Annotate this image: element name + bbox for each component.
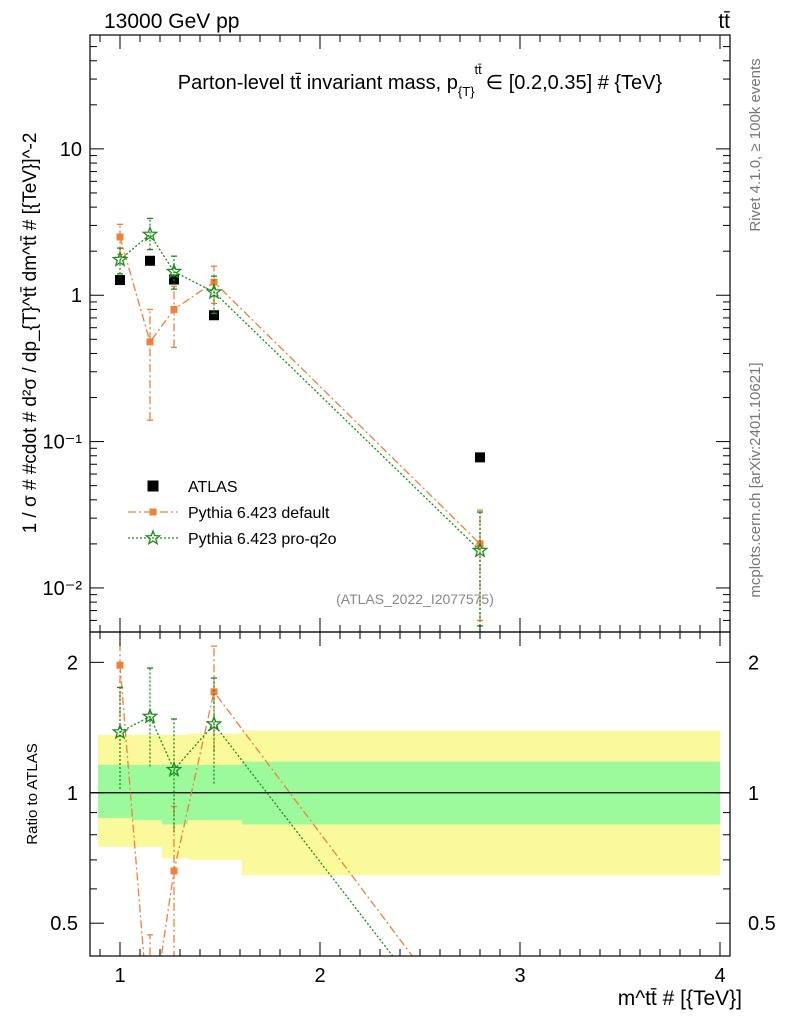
- legend-label-0: ATLAS: [188, 479, 238, 496]
- ratio-stat-band: [98, 764, 132, 818]
- main-y-tick-label: 10: [60, 139, 82, 161]
- main-point-0: [145, 255, 155, 266]
- ratio-point-1: [141, 707, 159, 724]
- header-process-label: tt̄: [718, 10, 730, 33]
- main-title: Parton-level tt̄ invariant mass, p{T}tt̄…: [178, 62, 663, 99]
- legend: ATLAS Pythia 6.423 default Pythia 6.423 pr…: [128, 479, 337, 548]
- ratio-panel: 1 2 3 4 0.5 0.5 1 1 2 2 Ratio to ATLAS m^tt̄ # [{…: [24, 631, 776, 1010]
- ratio-y-tick-label: 1: [67, 783, 78, 805]
- x-axis-label: m^tt̄ # [{TeV}]: [618, 987, 742, 1010]
- main-point-1: [146, 338, 154, 346]
- main-y-tick-label: 10⁻¹: [43, 432, 83, 454]
- main-point-0: [115, 275, 125, 286]
- ratio-y-tick-label-right: 0.5: [748, 913, 776, 935]
- main-panel: 10⁻² 10⁻¹ 1 10 Parton-level tt̄ invariant m…: [20, 34, 731, 633]
- ratio-stat-band: [162, 764, 188, 825]
- mcplots-label: mcplots.cern.ch [arXiv:2401.10621]: [747, 362, 764, 597]
- legend-marker-0: [147, 480, 159, 492]
- main-y-tick-label: 10⁻²: [43, 578, 83, 600]
- ratio-point-1: [165, 760, 183, 777]
- main-point-1: [116, 233, 124, 241]
- ratio-x-tick-label: 4: [714, 965, 725, 987]
- ratio-point-0: [170, 867, 178, 875]
- ratio-y-tick-label: 0.5: [50, 913, 78, 935]
- ratio-frame: [89, 631, 731, 957]
- main-y-axis-label: 1 / σ # #cdot # d²σ / dp_{T}^tt̄ dm^tt̄ …: [20, 133, 41, 534]
- legend-marker-1: [149, 508, 157, 516]
- main-point-2: [205, 283, 223, 300]
- ratio-point-1: [205, 715, 223, 732]
- ratio-y-axis-label: Ratio to ATLAS: [24, 743, 41, 844]
- ratio-y-tick-label-right: 2: [748, 652, 759, 674]
- main-point-0: [475, 452, 485, 463]
- legend-label-2: Pythia 6.423 pro-q2o: [188, 531, 337, 548]
- main-point-1: [210, 278, 218, 286]
- legend-label-1: Pythia 6.423 default: [188, 505, 330, 522]
- main-point-2: [471, 541, 489, 558]
- rivet-version-label: Rivet 4.1.0, ≥ 100k events: [747, 58, 764, 231]
- ratio-x-tick-label: 3: [514, 965, 525, 987]
- main-point-2: [111, 250, 129, 267]
- main-frame: [89, 34, 731, 633]
- ratio-x-tick-label: 1: [114, 965, 125, 987]
- main-point-0: [209, 310, 219, 321]
- main-point-2: [165, 262, 183, 279]
- main-point-1: [170, 305, 178, 313]
- ratio-y-tick-label-right: 1: [748, 783, 759, 805]
- header-energy-label: 13000 GeV pp: [104, 10, 239, 33]
- ratio-point-0: [116, 661, 124, 669]
- ratio-series-line-1: [119, 715, 394, 956]
- main-y-tick-label: 1: [71, 285, 82, 307]
- ratio-y-tick-label: 2: [67, 652, 78, 674]
- ratio-point-1: [111, 723, 129, 740]
- legend-marker-2: [144, 529, 162, 546]
- main-point-2: [141, 225, 159, 242]
- ratio-point-0: [210, 688, 218, 696]
- ratio-x-tick-label: 2: [314, 965, 325, 987]
- analysis-watermark: (ATLAS_2022_I2077575): [336, 591, 494, 607]
